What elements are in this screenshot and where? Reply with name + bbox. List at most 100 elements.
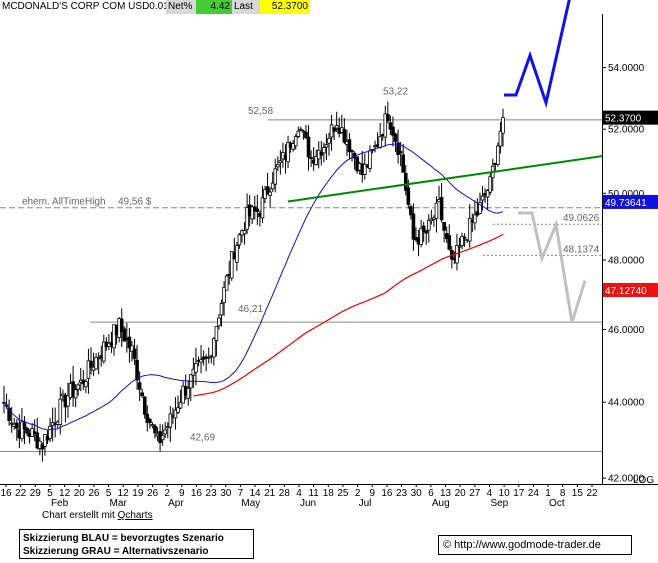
candle-body bbox=[229, 251, 234, 279]
candle bbox=[199, 345, 203, 374]
x-tick-label: 11 bbox=[308, 488, 319, 499]
candle bbox=[135, 344, 139, 390]
candle-body bbox=[66, 395, 70, 407]
candle-body bbox=[73, 389, 78, 399]
candle bbox=[222, 281, 226, 316]
candle bbox=[145, 405, 150, 432]
ma-red-line bbox=[193, 233, 504, 397]
level-label-42: 42,69 bbox=[190, 433, 215, 444]
x-tick-label: 2 bbox=[355, 488, 361, 499]
y-tick-label: 42.0000 bbox=[608, 474, 645, 485]
qcharts-link[interactable]: Qcharts bbox=[117, 510, 153, 521]
candle-body bbox=[119, 318, 124, 332]
x-tick-label: 17 bbox=[513, 488, 525, 499]
candle bbox=[132, 338, 137, 365]
candle-body bbox=[434, 202, 439, 219]
candle bbox=[386, 101, 390, 124]
candle-body bbox=[278, 160, 283, 163]
candle bbox=[142, 396, 147, 419]
candle bbox=[485, 188, 490, 210]
candle-body bbox=[96, 357, 101, 360]
x-tick-label: 20 bbox=[455, 488, 467, 499]
candle bbox=[393, 132, 398, 152]
candle-body bbox=[396, 142, 400, 155]
candle bbox=[206, 347, 211, 364]
candle bbox=[496, 142, 500, 167]
candle bbox=[265, 172, 270, 195]
last-label: Last bbox=[232, 0, 260, 14]
candle-body bbox=[485, 189, 490, 198]
candle bbox=[391, 116, 395, 147]
candle-body bbox=[378, 136, 382, 148]
source-link[interactable]: © http://www.godmode-trader.de bbox=[438, 535, 632, 555]
scenario-blue-sketch bbox=[504, 0, 571, 109]
candle-body bbox=[163, 429, 168, 435]
candle-body bbox=[498, 130, 503, 147]
candle-body bbox=[327, 138, 331, 144]
candle bbox=[76, 382, 81, 396]
candle bbox=[426, 214, 431, 243]
candle bbox=[304, 124, 308, 139]
candle-body bbox=[25, 427, 29, 434]
candle-body bbox=[255, 208, 260, 213]
candle-body bbox=[194, 362, 198, 373]
candle-body bbox=[168, 413, 173, 428]
x-tick-label: 4 bbox=[487, 488, 493, 499]
candle bbox=[178, 389, 183, 410]
candle bbox=[319, 140, 324, 166]
x-tick-label: 9 bbox=[369, 488, 375, 499]
candle bbox=[462, 233, 467, 247]
candle bbox=[286, 135, 290, 169]
candle-body bbox=[457, 245, 462, 248]
candle-body bbox=[347, 139, 352, 153]
candle bbox=[66, 382, 70, 418]
legend-gray-scenario: Skizzierung GRAU = Alternativszenario bbox=[23, 546, 209, 557]
candle bbox=[273, 158, 278, 193]
price-badge-text: 49.73641 bbox=[605, 198, 647, 209]
candle-body bbox=[403, 172, 408, 191]
candle-body bbox=[424, 230, 429, 234]
candle-body bbox=[9, 422, 14, 425]
candle-body bbox=[419, 227, 423, 245]
candle-body bbox=[242, 230, 247, 235]
candle bbox=[478, 192, 482, 215]
candle bbox=[217, 314, 221, 330]
candle-body bbox=[319, 151, 324, 156]
candle-body bbox=[473, 214, 477, 224]
candle-body bbox=[122, 328, 127, 342]
candle bbox=[396, 129, 400, 164]
level-label-49: 49.0626 bbox=[563, 213, 600, 224]
scenario-legend: Skizzierung BLAU = bevorzugtes Szenario … bbox=[19, 529, 254, 559]
candle bbox=[122, 326, 127, 342]
candle bbox=[245, 193, 249, 234]
candle-body bbox=[48, 425, 52, 439]
candle bbox=[235, 242, 239, 271]
candle-body bbox=[488, 176, 493, 193]
candle bbox=[255, 194, 260, 225]
candle bbox=[296, 126, 301, 139]
y-tick-label: 46.0000 bbox=[608, 325, 645, 336]
x-tick-label: 22 bbox=[15, 488, 27, 499]
candle bbox=[332, 126, 336, 141]
y-tick-label: 44.0000 bbox=[608, 398, 645, 409]
price-badge: 49.73641 bbox=[603, 194, 658, 209]
candle-body bbox=[212, 338, 216, 358]
x-month-label: May bbox=[241, 498, 260, 509]
candle-body bbox=[324, 144, 329, 148]
candle-body bbox=[127, 336, 132, 349]
candle bbox=[411, 203, 416, 251]
candle bbox=[442, 221, 446, 243]
candle-body bbox=[363, 164, 367, 175]
x-tick-label: 16 bbox=[191, 488, 203, 499]
x-tick-label: 26 bbox=[147, 488, 159, 499]
candle-body bbox=[421, 225, 426, 232]
candle bbox=[347, 133, 352, 160]
candle bbox=[102, 334, 106, 364]
candle-body bbox=[35, 432, 40, 449]
candle-body bbox=[480, 195, 485, 201]
x-tick-label: 7 bbox=[238, 488, 244, 499]
candle-body bbox=[137, 382, 142, 390]
x-tick-label: 22 bbox=[586, 488, 598, 499]
candle-body bbox=[224, 275, 229, 291]
